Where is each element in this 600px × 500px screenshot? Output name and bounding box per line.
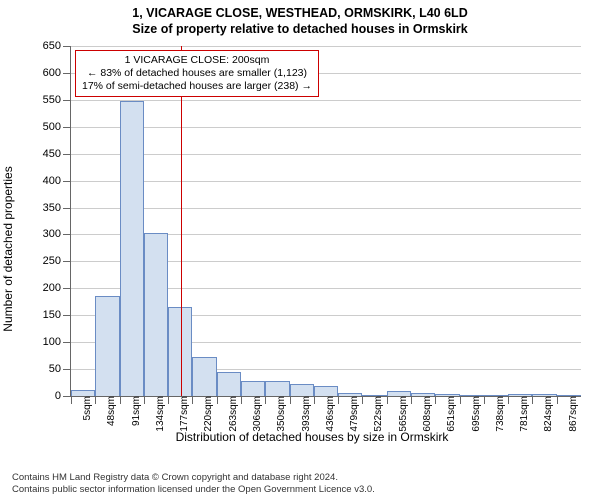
y-tick-label: 650 [43,40,71,52]
grid-line [71,127,581,128]
x-tick-label: 91sqm [123,396,142,426]
x-tick [362,397,363,404]
histogram-bar [217,372,241,396]
x-tick [484,397,485,404]
annotation-line-2: ← 83% of detached houses are smaller (1,… [82,67,312,80]
annotation-line-1: 1 VICARAGE CLOSE: 200sqm [82,54,312,67]
x-tick [460,397,461,404]
x-tick-label: 48sqm [98,396,117,426]
x-tick-label: 824sqm [535,396,554,432]
y-tick-label: 250 [43,255,71,267]
x-axis-label: Distribution of detached houses by size … [176,430,449,444]
x-tick-label: 695sqm [463,396,482,432]
x-tick-label: 651sqm [438,396,457,432]
x-tick-label: 479sqm [341,396,360,432]
plot-area: 0501001502002503003504004505005506006505… [70,46,581,397]
histogram-bar [192,357,216,396]
histogram-bar [120,101,144,396]
reference-line [181,46,182,396]
x-tick-label: 867sqm [560,396,579,432]
x-tick-label: 177sqm [171,396,190,432]
annotation-line-3: 17% of semi-detached houses are larger (… [82,80,312,93]
y-tick-label: 450 [43,148,71,160]
y-tick-label: 300 [43,228,71,240]
x-tick [95,397,96,404]
x-tick-label: 5sqm [74,396,93,420]
histogram-bar [241,381,265,396]
x-tick [338,397,339,404]
grid-line [71,100,581,101]
histogram-bar [314,386,338,396]
x-tick-label: 781sqm [511,396,530,432]
histogram-bar [265,381,289,396]
x-tick [241,397,242,404]
footer-line-1: Contains HM Land Registry data © Crown c… [12,472,375,484]
x-tick [192,397,193,404]
x-tick [508,397,509,404]
y-tick-label: 550 [43,94,71,106]
x-tick [265,397,266,404]
x-tick [168,397,169,404]
x-tick [71,397,72,404]
page-title: 1, VICARAGE CLOSE, WESTHEAD, ORMSKIRK, L… [0,0,600,20]
grid-line [71,154,581,155]
x-tick-label: 220sqm [195,396,214,432]
x-tick [217,397,218,404]
x-tick-label: 134sqm [147,396,166,432]
grid-line [71,208,581,209]
grid-line [71,46,581,47]
x-tick [435,397,436,404]
y-tick-label: 200 [43,282,71,294]
x-tick [557,397,558,404]
y-tick-label: 400 [43,175,71,187]
y-tick-label: 600 [43,67,71,79]
x-tick-label: 565sqm [390,396,409,432]
x-tick [120,397,121,404]
x-tick [290,397,291,404]
annotation-box: 1 VICARAGE CLOSE: 200sqm← 83% of detache… [75,50,319,97]
y-tick-label: 500 [43,121,71,133]
x-tick [532,397,533,404]
x-tick-label: 738sqm [487,396,506,432]
y-tick-label: 350 [43,202,71,214]
footer-line-2: Contains public sector information licen… [12,484,375,496]
x-tick [144,397,145,404]
y-tick-label: 100 [43,336,71,348]
histogram-bar [144,233,168,396]
x-tick-label: 608sqm [414,396,433,432]
grid-line [71,181,581,182]
histogram-bar [290,384,314,396]
y-axis-label: Number of detached properties [1,166,15,331]
footer-text: Contains HM Land Registry data © Crown c… [12,472,375,496]
y-tick-label: 50 [49,363,71,375]
x-tick-label: 263sqm [220,396,239,432]
x-tick [387,397,388,404]
x-tick-label: 306sqm [244,396,263,432]
x-tick-label: 393sqm [293,396,312,432]
x-tick-label: 350sqm [268,396,287,432]
x-tick-label: 436sqm [317,396,336,432]
y-tick-label: 0 [55,390,71,402]
x-tick [411,397,412,404]
y-tick-label: 150 [43,309,71,321]
page-subtitle: Size of property relative to detached ho… [0,20,600,36]
x-tick-label: 522sqm [365,396,384,432]
chart-area: Number of detached properties 0501001502… [34,42,590,456]
histogram-bar [95,296,119,396]
x-tick [314,397,315,404]
